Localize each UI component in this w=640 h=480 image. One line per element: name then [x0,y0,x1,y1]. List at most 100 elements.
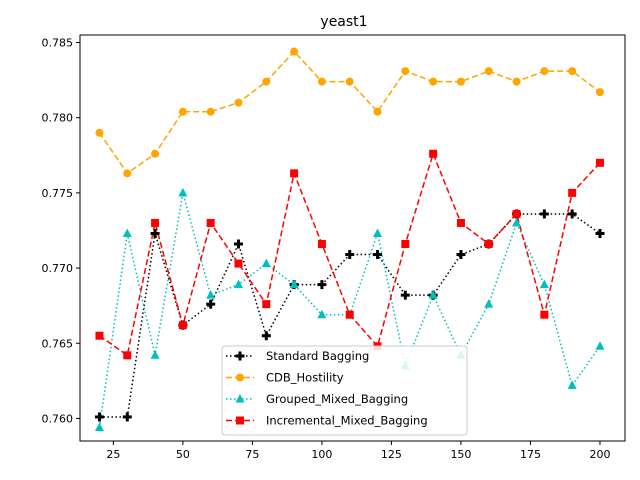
data-point-incremental-mixed-bagging [95,331,104,340]
x-axis: 25 50 75 100 125 150 175 200 [106,441,610,461]
data-point-grouped-mixed-bagging [94,422,104,431]
data-point-standard-bagging [373,250,383,260]
x-tick-label: 175 [520,448,541,461]
data-point-cdb-hostility [401,67,410,76]
data-point-grouped-mixed-bagging [233,279,243,289]
data-point-grouped-mixed-bagging [484,299,494,308]
y-tick-label: 0.775 [42,187,74,200]
y-tick-label: 0.785 [42,37,74,50]
x-tick-label: 125 [381,448,402,461]
data-point-standard-bagging [539,209,549,219]
legend-item-standard-bagging: Standard Bagging [226,349,369,363]
data-point-incremental-mixed-bagging [595,158,604,167]
data-point-incremental-mixed-bagging [317,240,326,249]
marker-plus-v [348,250,352,260]
data-point-cdb-hostility [484,67,493,76]
data-point-cdb-hostility [345,77,354,86]
data-point-grouped-mixed-bagging [122,228,132,237]
data-point-grouped-mixed-bagging [595,341,605,350]
data-point-cdb-hostility [317,77,326,86]
data-point-cdb-hostility [178,107,187,116]
legend-label: Incremental_Mixed_Bagging [266,414,428,428]
marker-plus-v [376,250,380,260]
data-point-standard-bagging [261,331,271,341]
data-point-cdb-hostility [206,107,215,116]
marker-plus-v [153,228,157,238]
plot-frame [79,34,626,442]
data-point-incremental-mixed-bagging [345,310,354,319]
marker-plus-v [125,412,129,422]
data-point-incremental-mixed-bagging [206,218,215,227]
y-tick-label: 0.760 [42,412,74,425]
data-point-grouped-mixed-bagging [289,279,299,289]
data-point-cdb-hostility [429,77,438,86]
y-tick-label: 0.765 [42,337,74,350]
y-axis: 0.760 0.765 0.770 0.775 0.780 0.785 [42,37,80,425]
data-point-standard-bagging [150,228,160,238]
data-point-standard-bagging [456,250,466,260]
legend-label: Grouped_Mixed_Bagging [266,392,408,406]
data-point-standard-bagging [94,412,104,422]
marker-plus-v [209,299,213,309]
data-point-cdb-hostility [290,47,299,56]
data-point-incremental-mixed-bagging [484,240,493,249]
data-point-standard-bagging [122,412,132,422]
data-point-cdb-hostility [456,77,465,86]
marker-plus-v [403,290,407,300]
data-point-incremental-mixed-bagging [262,300,271,309]
data-point-standard-bagging [595,228,605,238]
data-point-cdb-hostility [568,67,577,76]
data-point-grouped-mixed-bagging [178,187,188,197]
y-tick-label: 0.770 [42,262,74,275]
data-point-cdb-hostility [95,128,104,137]
marker-plus-v [238,351,242,361]
data-point-standard-bagging [317,280,327,290]
x-tick-label: 25 [106,448,120,461]
chart-title: yeast1 [320,14,367,30]
legend-item-grouped-mixed-bagging: Grouped_Mixed_Bagging [226,392,408,406]
data-point-grouped-mixed-bagging [261,258,271,268]
data-point-cdb-hostility [234,98,243,107]
marker-plus-v [97,412,101,422]
legend-marker [236,373,244,382]
data-point-incremental-mixed-bagging [123,351,132,360]
data-point-cdb-hostility [512,77,521,86]
data-point-incremental-mixed-bagging [429,149,438,158]
data-point-grouped-mixed-bagging [373,228,383,237]
y-tick-label: 0.780 [42,112,74,125]
legend-marker [235,351,245,361]
data-point-incremental-mixed-bagging [234,259,243,268]
marker-plus-v [459,250,463,260]
legend-marker [235,394,245,403]
legend-item-incremental-mixed-bagging: Incremental_Mixed_Bagging [226,414,428,428]
marker-plus-v [264,331,268,341]
x-tick-label: 150 [450,448,471,461]
x-tick-label: 100 [311,448,332,461]
series-line-cdb-hostility [98,50,601,175]
data-point-incremental-mixed-bagging [401,240,410,249]
data-point-grouped-mixed-bagging [512,217,522,227]
data-point-incremental-mixed-bagging [178,321,187,330]
data-point-standard-bagging [233,239,243,249]
legend-label: Standard Bagging [266,349,369,363]
legend-box [221,345,468,436]
data-point-grouped-mixed-bagging [428,290,438,299]
data-point-incremental-mixed-bagging [568,188,577,197]
data-point-grouped-mixed-bagging [206,290,216,299]
legend: Standard Bagging CDB_Hostility Grouped_Mix… [221,345,468,436]
data-point-incremental-mixed-bagging [456,218,465,227]
data-point-grouped-mixed-bagging [567,380,577,389]
data-point-cdb-hostility [123,169,132,178]
marker-plus-v [542,209,546,219]
marker-plus-v [570,209,574,219]
x-tick-label: 75 [245,448,259,461]
data-point-grouped-mixed-bagging [317,309,327,319]
legend-label: CDB_Hostility [266,371,344,385]
marker-plus-v [320,280,324,290]
data-point-incremental-mixed-bagging [290,169,299,178]
data-point-incremental-mixed-bagging [540,310,549,319]
data-point-cdb-hostility [262,77,271,86]
data-point-cdb-hostility [540,67,549,76]
data-point-grouped-mixed-bagging [150,350,160,359]
